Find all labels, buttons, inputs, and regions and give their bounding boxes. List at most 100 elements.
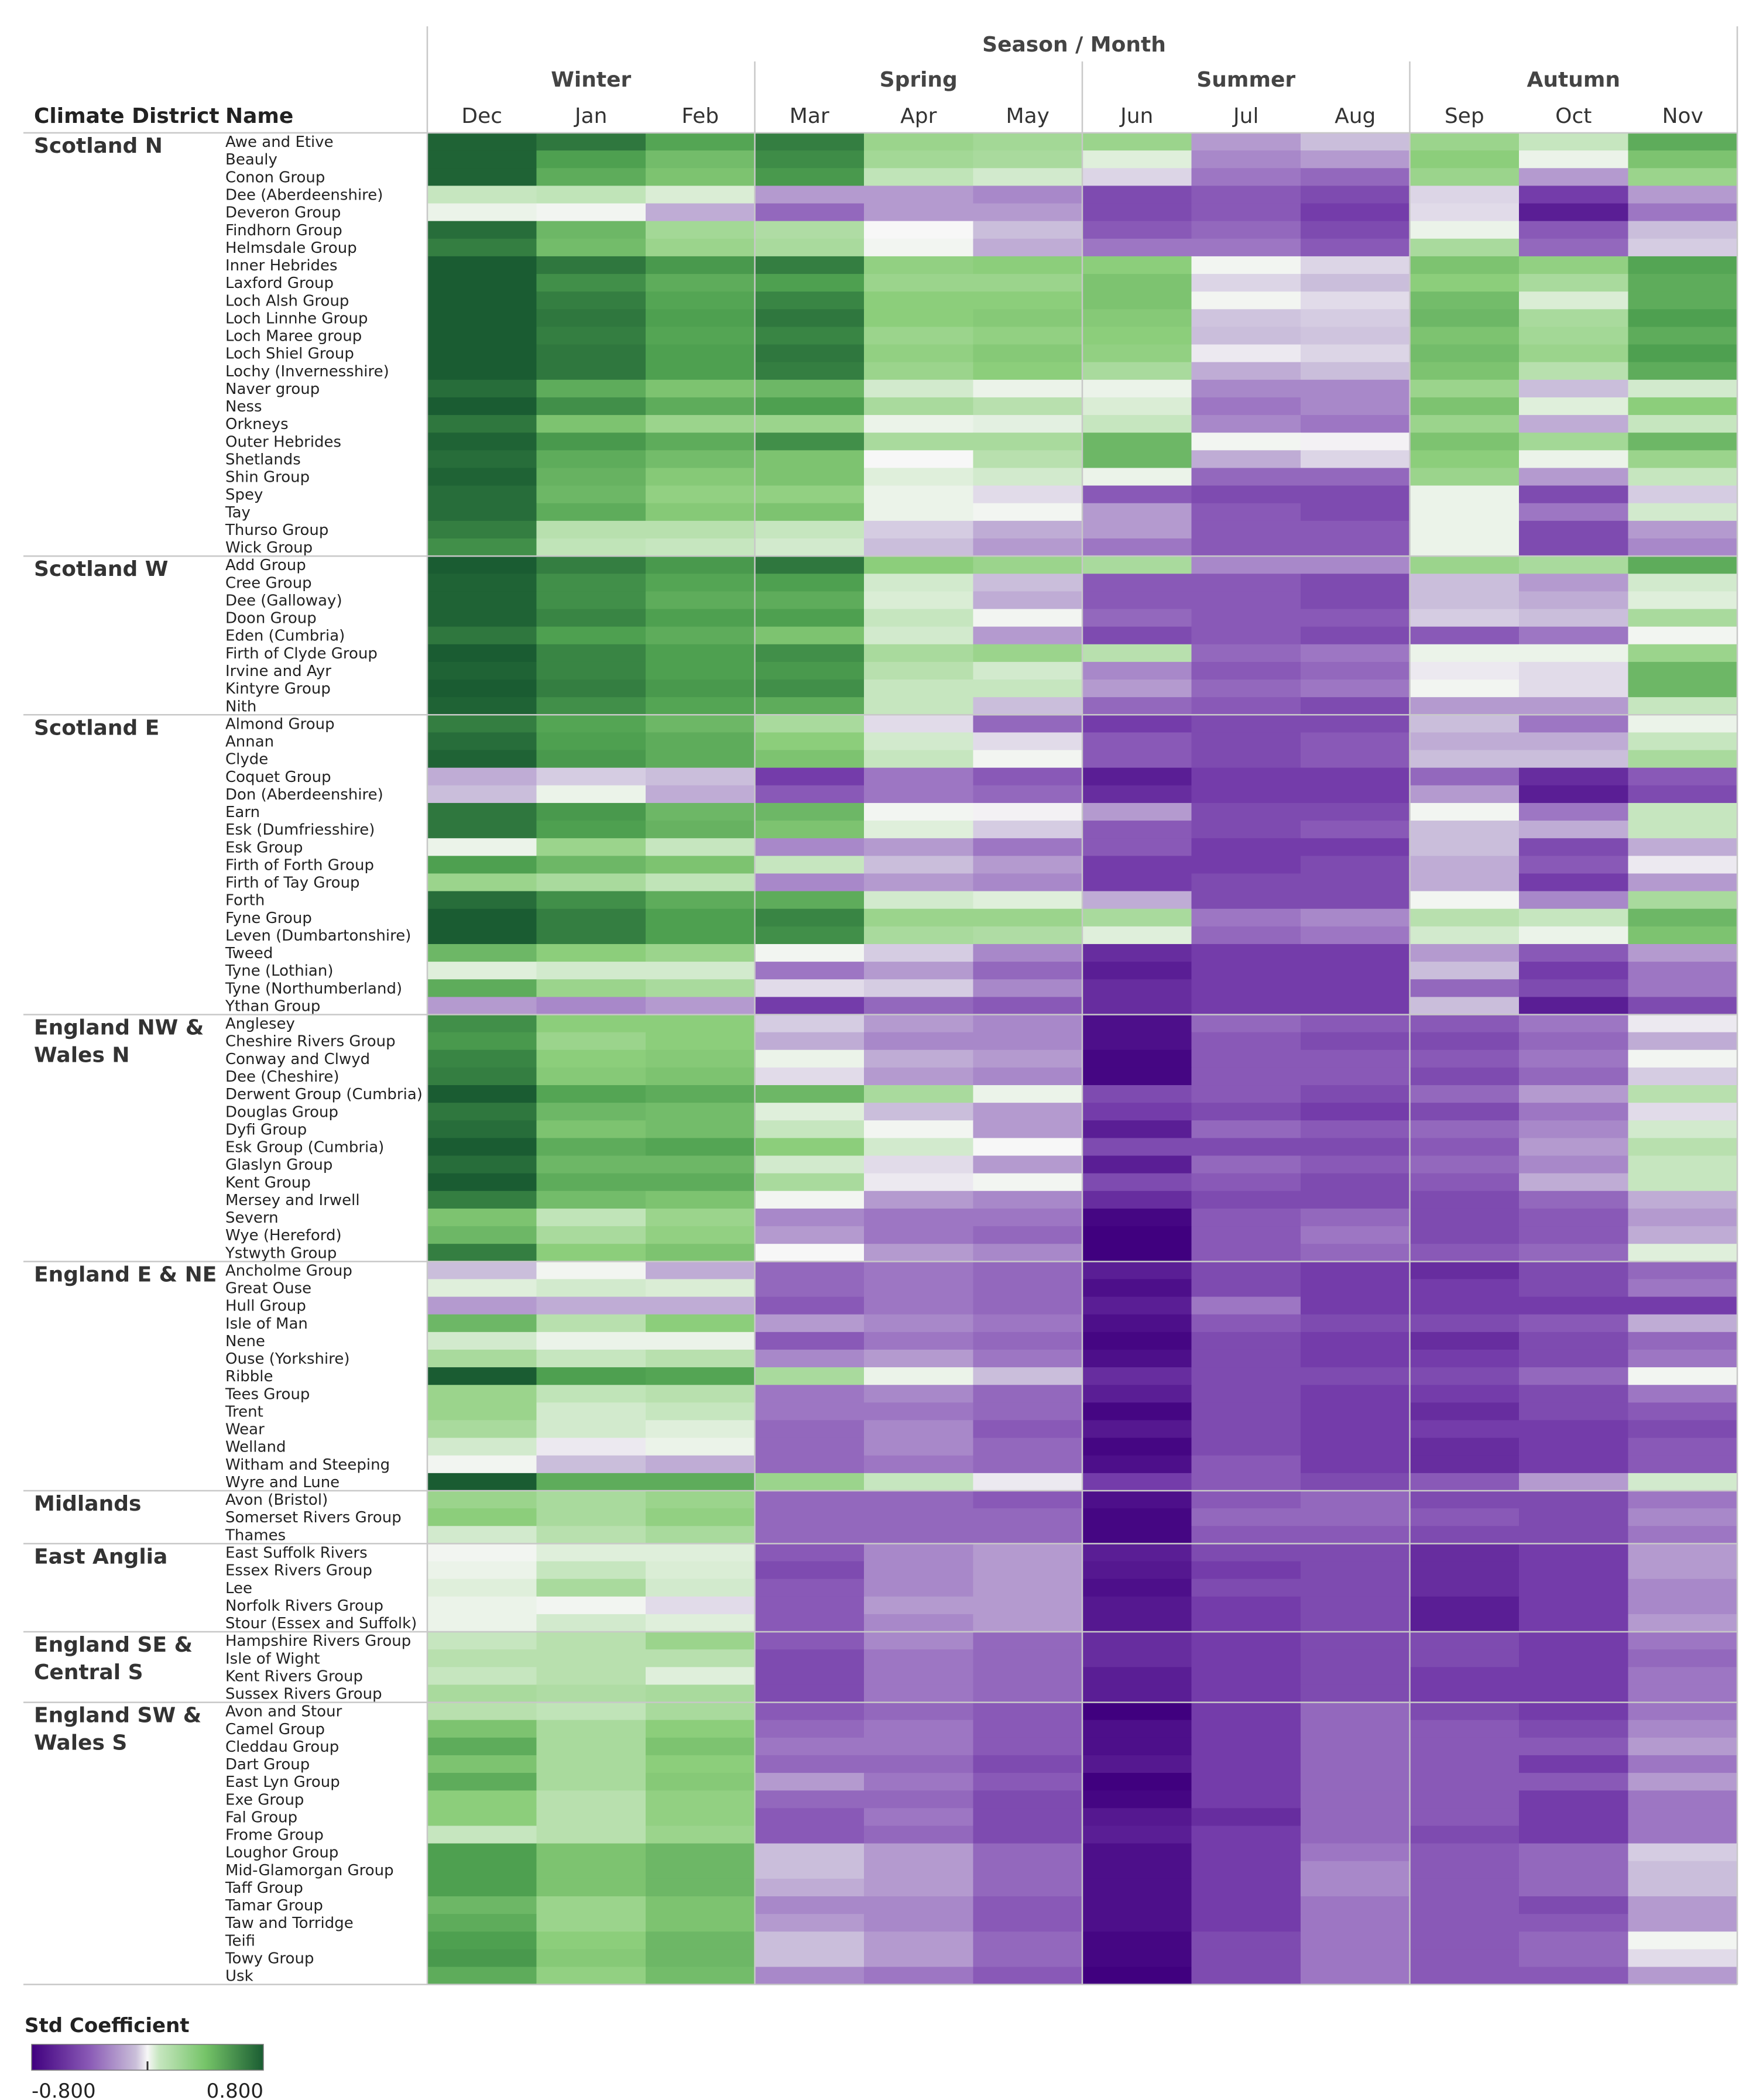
heatmap-cell-mid-glamorgan-group-2	[646, 1861, 756, 1879]
heatmap-cell-lee-6	[1082, 1579, 1192, 1597]
heatmap-cell-loch-shiel-group-6	[1082, 344, 1192, 363]
heatmap-cell-add-group-10	[1519, 556, 1629, 574]
heatmap-cell-usk-4	[864, 1967, 974, 1985]
row-label-ribble: Ribble	[225, 1368, 273, 1385]
heatmap-cell-glaslyn-group-2	[646, 1155, 756, 1174]
heatmap-cell-mersey-and-irwell-8	[1301, 1190, 1411, 1209]
heatmap-cell-shetlands-0	[427, 450, 537, 469]
heatmap-cell-isle-of-man-1	[536, 1314, 646, 1333]
heatmap-cell-tyne-northumberland-5	[973, 979, 1083, 997]
heatmap-cell-wye-hereford-2	[646, 1226, 756, 1244]
row-label-loch-alsh-group: Loch Alsh Group	[225, 292, 349, 310]
heatmap-cell-firth-of-tay-group-10	[1519, 873, 1629, 892]
heatmap-cell-inner-hebrides-10	[1519, 256, 1629, 274]
heatmap-cell-avon-bristol-4	[864, 1491, 974, 1509]
row-label-cree-group: Cree Group	[225, 574, 312, 592]
heatmap-cell-clyde-0	[427, 750, 537, 768]
heatmap-cell-esk-dumfriesshire-2	[646, 821, 756, 839]
heatmap-cell-nene-8	[1301, 1332, 1411, 1350]
heatmap-cell-lee-5	[973, 1579, 1083, 1597]
heatmap-cell-nene-10	[1519, 1332, 1629, 1350]
heatmap-cell-hull-group-2	[646, 1296, 756, 1315]
heatmap-cell-thurso-group-3	[754, 520, 865, 539]
heatmap-cell-lee-10	[1519, 1579, 1629, 1597]
heatmap-cell-deveron-group-6	[1082, 203, 1192, 222]
heatmap-cell-frome-group-11	[1628, 1826, 1738, 1844]
heatmap-cell-isle-of-wight-10	[1519, 1649, 1629, 1667]
heatmap-cell-thames-7	[1191, 1526, 1301, 1544]
heatmap-cell-wyre-and-lune-8	[1301, 1473, 1411, 1491]
heatmap-cell-findhorn-group-8	[1301, 221, 1411, 239]
heatmap-cell-outer-hebrides-6	[1082, 433, 1192, 451]
heatmap-cell-kent-rivers-group-11	[1628, 1667, 1738, 1686]
heatmap-cell-loch-maree-group-3	[754, 327, 865, 345]
heatmap-cell-towy-group-7	[1191, 1949, 1301, 1968]
heatmap-cell-shetlands-7	[1191, 450, 1301, 469]
heatmap-cell-loughor-group-2	[646, 1843, 756, 1862]
heatmap-cell-sussex-rivers-group-11	[1628, 1684, 1738, 1703]
heatmap-cell-don-aberdeenshire-3	[754, 785, 865, 804]
heatmap-cell-loch-alsh-group-3	[754, 291, 865, 310]
heatmap-cell-almond-group-5	[973, 715, 1083, 733]
heatmap-cell-clyde-11	[1628, 750, 1738, 768]
heatmap-cell-dee-galloway-7	[1191, 591, 1301, 610]
heatmap-cell-severn-0	[427, 1208, 537, 1227]
heatmap-cell-irvine-and-ayr-7	[1191, 661, 1301, 680]
heatmap-cell-fal-group-9	[1409, 1808, 1520, 1827]
heatmap-cell-thurso-group-4	[864, 520, 974, 539]
heatmap-cell-dee-aberdeenshire-7	[1191, 186, 1301, 204]
heatmap-cell-tweed-11	[1628, 943, 1738, 962]
heatmap-cell-dee-galloway-9	[1409, 591, 1520, 610]
row-label-douglas-group: Douglas Group	[225, 1103, 338, 1121]
heatmap-cell-ystwyth-group-4	[864, 1244, 974, 1262]
row-label-forth: Forth	[225, 892, 265, 910]
heatmap-cell-east-lyn-group-7	[1191, 1773, 1301, 1791]
heatmap-cell-conon-group-3	[754, 168, 865, 186]
heatmap-cell-avon-bristol-11	[1628, 1491, 1738, 1509]
heatmap-cell-douglas-group-2	[646, 1103, 756, 1121]
heatmap-cell-camel-group-6	[1082, 1720, 1192, 1738]
heatmap-cell-witham-and-steeping-0	[427, 1455, 537, 1474]
heatmap-cell-dee-galloway-11	[1628, 591, 1738, 610]
heatmap-cell-essex-rivers-group-10	[1519, 1561, 1629, 1580]
heatmap-cell-essex-rivers-group-5	[973, 1561, 1083, 1580]
heatmap-cell-conon-group-1	[536, 168, 646, 186]
heatmap-cell-esk-dumfriesshire-5	[973, 821, 1083, 839]
row-label-mersey-and-irwell: Mersey and Irwell	[225, 1192, 360, 1209]
heatmap-cell-fal-group-6	[1082, 1808, 1192, 1827]
heatmap-cell-dee-cheshire-2	[646, 1067, 756, 1086]
heatmap-cell-inner-hebrides-4	[864, 256, 974, 274]
heatmap-cell-almond-group-1	[536, 715, 646, 733]
heatmap-cell-wick-group-4	[864, 538, 974, 557]
row-label-orkneys: Orkneys	[225, 416, 289, 433]
legend-min-label: -0.800	[32, 2080, 96, 2100]
heatmap-cell-thames-3	[754, 1526, 865, 1544]
heatmap-cell-cree-group-5	[973, 574, 1083, 592]
heatmap-cell-ness-10	[1519, 397, 1629, 416]
heatmap-cell-norfolk-rivers-group-2	[646, 1596, 756, 1615]
heatmap-cell-kent-rivers-group-1	[536, 1667, 646, 1686]
heatmap-cell-naver-group-1	[536, 379, 646, 398]
heatmap-cell-eden-cumbria-4	[864, 626, 974, 645]
heatmap-cell-dyfi-group-10	[1519, 1120, 1629, 1139]
heatmap-cell-douglas-group-4	[864, 1103, 974, 1121]
heatmap-cell-dee-aberdeenshire-4	[864, 186, 974, 204]
heatmap-cell-trent-11	[1628, 1402, 1738, 1421]
heatmap-cell-exe-group-0	[427, 1790, 537, 1809]
row-label-wick-group: Wick Group	[225, 539, 313, 557]
heatmap-cell-isle-of-wight-8	[1301, 1649, 1411, 1667]
heatmap-cell-stour-essex-and-suffolk-7	[1191, 1614, 1301, 1632]
heatmap-cell-doon-group-10	[1519, 609, 1629, 627]
heatmap-cell-wick-group-11	[1628, 538, 1738, 557]
heatmap-cell-shin-group-6	[1082, 468, 1192, 486]
heatmap-cell-tyne-northumberland-11	[1628, 979, 1738, 997]
row-label-taw-and-torridge: Taw and Torridge	[225, 1914, 354, 1932]
heatmap-cell-welland-1	[536, 1437, 646, 1456]
heatmap-cell-tyne-northumberland-3	[754, 979, 865, 997]
heatmap-cell-naver-group-6	[1082, 379, 1192, 398]
heatmap-cell-hampshire-rivers-group-4	[864, 1632, 974, 1650]
heatmap-cell-wye-hereford-3	[754, 1226, 865, 1244]
heatmap-cell-kintyre-group-4	[864, 680, 974, 698]
heatmap-cell-hull-group-0	[427, 1296, 537, 1315]
heatmap-cell-mersey-and-irwell-3	[754, 1190, 865, 1209]
